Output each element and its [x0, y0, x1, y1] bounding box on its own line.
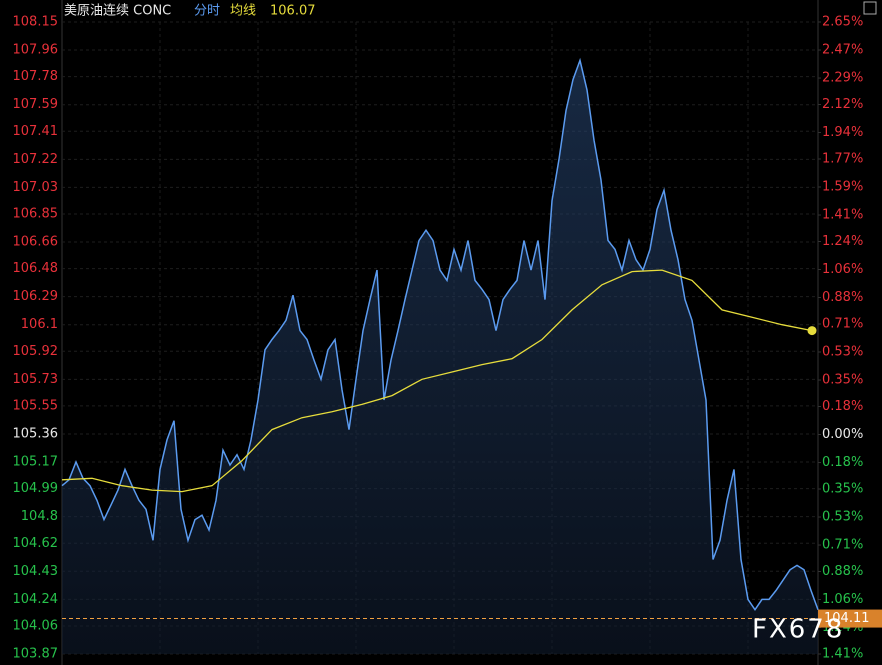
y2-tick-label: 1.41% — [822, 208, 863, 223]
y2-tick-label: 2.65% — [822, 15, 863, 30]
watermark: FX678 — [752, 615, 844, 645]
y-tick-label: 107.78 — [13, 69, 59, 84]
y2-tick-label: 0.71% — [822, 316, 863, 331]
y2-tick-label: 1.77% — [822, 151, 863, 166]
y2-tick-label: 0.53% — [822, 345, 863, 360]
y-tick-label: 104.24 — [13, 592, 59, 607]
price-area — [62, 60, 818, 654]
y2-tick-label: 0.18% — [822, 399, 863, 414]
exit-icon[interactable] — [863, 1, 877, 15]
y-tick-label: 106.29 — [13, 289, 59, 304]
y-tick-label: 106.48 — [13, 261, 59, 276]
y2-tick-label: 1.94% — [822, 125, 863, 140]
y-tick-label: 107.41 — [13, 124, 59, 139]
y2-tick-label: 0.71% — [822, 538, 863, 553]
y2-tick-label: 1.06% — [822, 262, 863, 277]
y2-tick-label: 1.59% — [822, 180, 863, 195]
y-tick-label: 105.73 — [13, 372, 59, 387]
y-tick-label: 107.59 — [13, 97, 59, 112]
y-tick-label: 107.22 — [13, 152, 59, 167]
y-tick-label: 105.17 — [13, 455, 59, 470]
y-tick-label: 105.92 — [13, 344, 59, 359]
y2-tick-label: 1.06% — [822, 592, 863, 607]
avg-value: 106.07 — [270, 4, 316, 19]
y2-tick-label: 0.53% — [822, 510, 863, 525]
y2-tick-label: 2.29% — [822, 71, 863, 86]
y2-tick-label: 2.12% — [822, 97, 863, 112]
price-line — [61, 57, 819, 612]
last-price-box — [818, 609, 882, 628]
y-tick-label: 106.85 — [13, 206, 59, 221]
avg-label: 均线 — [230, 4, 256, 19]
y-tick-label: 106.66 — [13, 235, 59, 250]
y-tick-label: 103.87 — [13, 647, 59, 662]
y2-tick-label: 0.88% — [822, 564, 863, 579]
y2-tick-label: 2.47% — [822, 43, 863, 58]
last-price-label: 104.11 — [824, 611, 870, 626]
y-tick-label: 104.06 — [13, 618, 59, 633]
y2-tick-label: 1.24% — [822, 234, 863, 249]
y-tick-label: 108.15 — [13, 15, 59, 30]
chart-title: 美原油连续 CONC — [64, 3, 171, 19]
y-tick-label: 104.99 — [13, 481, 59, 496]
y-tick-label: 107.96 — [13, 43, 59, 58]
y-tick-label: 107.03 — [13, 180, 59, 195]
y2-tick-label: 0.18% — [822, 455, 863, 470]
y2-tick-label: 0.00% — [822, 427, 863, 442]
average-line — [61, 269, 813, 493]
y-tick-label: 106.1 — [21, 317, 58, 332]
y-tick-label: 104.62 — [13, 536, 59, 551]
mode-label: 分时 — [194, 4, 220, 19]
y2-tick-label: 0.35% — [822, 481, 863, 496]
y-tick-label: 105.55 — [13, 398, 59, 413]
y-tick-label: 104.8 — [21, 509, 58, 524]
y-tick-label: 104.43 — [13, 564, 59, 579]
y2-tick-label: 0.35% — [822, 373, 863, 388]
y2-tick-label: 0.88% — [822, 290, 863, 305]
y2-tick-label: 1.41% — [822, 647, 863, 662]
y-tick-label: 105.36 — [13, 426, 59, 441]
average-end-dot — [807, 326, 817, 336]
